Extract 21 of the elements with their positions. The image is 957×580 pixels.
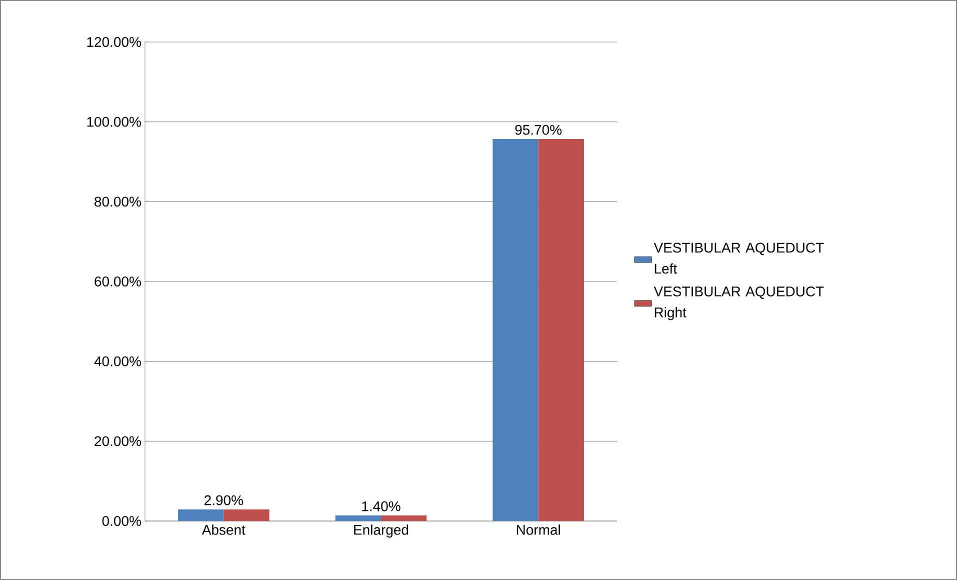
y-tick-label: 20.00% — [94, 436, 141, 446]
y-tick-label: 60.00% — [94, 276, 141, 286]
legend-label: VESTIBULAR AQUEDUCT Left — [654, 242, 824, 274]
bar — [178, 509, 224, 521]
bar — [492, 138, 538, 521]
x-tick-label: Normal — [516, 524, 560, 535]
legend-label: VESTIBULAR AQUEDUCT Right — [654, 286, 824, 320]
bar — [381, 515, 427, 521]
data-label: 95.70% — [515, 124, 562, 135]
data-label: 2.90% — [204, 495, 244, 506]
x-tick-label: Absent — [202, 524, 246, 535]
y-tick-label: 100.00% — [87, 116, 141, 127]
bar — [224, 509, 270, 521]
y-tick-label: 0.00% — [102, 516, 141, 526]
data-label: 1.40% — [362, 501, 400, 512]
y-tick-label: 40.00% — [94, 356, 141, 366]
bar — [335, 515, 382, 521]
y-tick-label: 80.00% — [94, 196, 141, 207]
x-tick-label: Enlarged — [354, 524, 408, 538]
y-tick-label: 120.00% — [87, 37, 141, 47]
bar — [538, 138, 584, 521]
